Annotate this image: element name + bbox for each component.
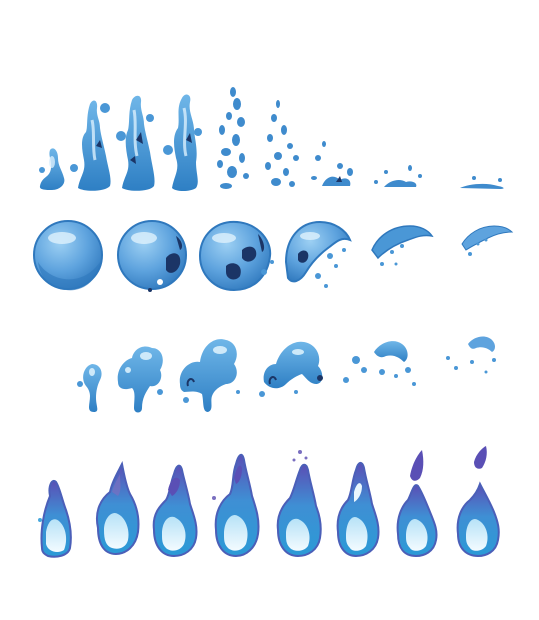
spurt-frame-5 (343, 341, 416, 386)
spurt-frame-1 (77, 364, 102, 412)
bubble-frame-2 (117, 220, 187, 292)
splash-frame-4 (163, 94, 202, 191)
flame-frame-7 (396, 450, 438, 558)
bubble-frame-5 (371, 225, 434, 266)
splash-frame-7 (311, 141, 353, 186)
spurt-frame-4 (259, 341, 323, 397)
bubble-frame-6 (461, 225, 514, 256)
flame-frame-6 (336, 462, 380, 558)
splash-frame-8 (374, 165, 422, 187)
spurt-frame-6 (446, 336, 496, 374)
spurt-row (77, 336, 496, 413)
splash-frame-5 (217, 87, 249, 189)
flame-frame-8 (456, 446, 500, 558)
flame-frame-2 (96, 460, 140, 556)
splash-column-row (39, 87, 504, 191)
spurt-frame-3 (179, 339, 240, 412)
blue-flame-row (38, 446, 500, 558)
bubble-frame-4 (284, 220, 352, 288)
splash-frame-9 (460, 176, 504, 189)
bubble-frame-3 (198, 220, 274, 292)
splash-frame-3 (116, 95, 155, 191)
flame-frame-1 (38, 480, 72, 558)
splash-frame-2 (70, 100, 111, 191)
flame-frame-5 (276, 450, 322, 558)
splash-frame-1 (39, 148, 65, 190)
flame-frame-3 (152, 464, 198, 558)
bubble-frame-1 (33, 220, 103, 291)
bursting-bubble-row (33, 220, 514, 292)
spurt-frame-2 (117, 346, 163, 413)
flame-frame-4 (212, 453, 260, 558)
splash-frame-6 (265, 100, 299, 187)
